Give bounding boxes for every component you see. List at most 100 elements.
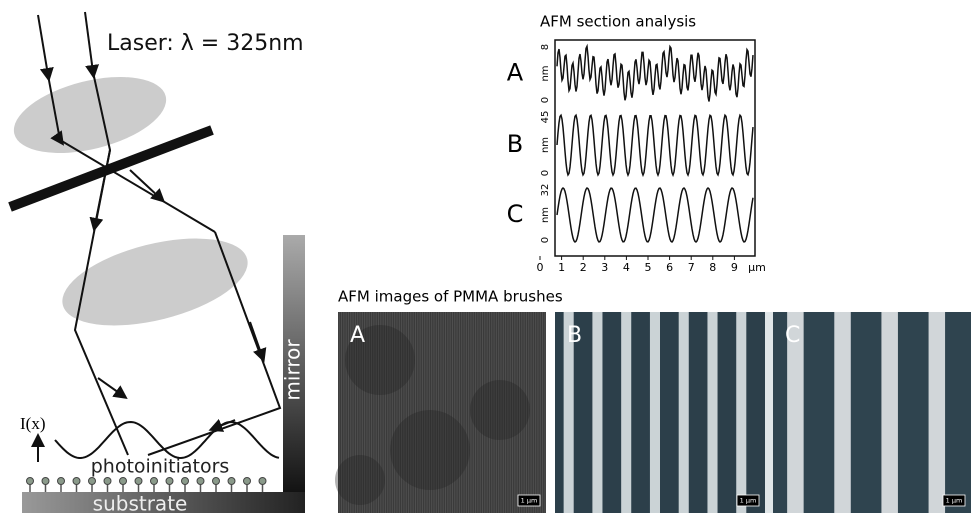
mirror — [283, 235, 305, 495]
stripe — [357, 312, 359, 513]
stripe — [507, 312, 509, 513]
intensity-wave — [54, 420, 280, 460]
stripe — [512, 312, 514, 513]
texture — [390, 410, 470, 490]
stripe — [500, 312, 502, 513]
stripe — [495, 312, 497, 513]
stripe — [359, 312, 361, 513]
stripe — [380, 312, 382, 513]
ray — [147, 231, 282, 456]
stripe — [394, 312, 396, 513]
x-unit: μm — [748, 261, 766, 274]
stripe — [537, 312, 539, 513]
stripe — [391, 312, 393, 513]
y-max-label: 32 — [540, 184, 551, 197]
stripe — [486, 312, 488, 513]
ray — [129, 169, 166, 203]
laser-label: Laser: λ = 325nm — [107, 31, 304, 56]
stripe — [456, 312, 458, 513]
scale-bar-box — [942, 494, 966, 507]
scale-bar-label: 1 μm — [740, 497, 757, 505]
stripe — [454, 312, 456, 513]
initiator — [150, 477, 158, 485]
ray — [37, 14, 54, 82]
x-tick-label: 0 — [537, 261, 544, 274]
stripe — [502, 312, 504, 513]
stripe — [465, 312, 467, 513]
afm-image — [338, 312, 546, 513]
y-unit-label: nm — [540, 207, 551, 223]
profile-line — [556, 113, 754, 178]
stripe — [417, 312, 419, 513]
images-title: AFM images of PMMA brushes — [338, 288, 563, 306]
stripe — [414, 312, 416, 513]
stripe — [477, 312, 479, 513]
stripe — [440, 312, 442, 513]
stripe — [431, 312, 433, 513]
plot-frame — [554, 39, 756, 257]
profile-label: B — [507, 130, 523, 158]
stripe — [345, 312, 347, 513]
stripe — [368, 312, 370, 513]
beam-splitter — [8, 125, 214, 212]
initiator — [196, 477, 205, 485]
stripe — [426, 312, 428, 513]
stripe — [364, 312, 366, 513]
stripe — [447, 312, 449, 513]
initiator — [165, 477, 174, 485]
initiator — [103, 477, 112, 485]
stripe — [736, 312, 747, 513]
intensity-label: I(x) — [20, 414, 45, 433]
stripe — [493, 312, 495, 513]
ray — [73, 71, 129, 456]
stripe — [449, 312, 451, 513]
x-tick-label: 7 — [688, 261, 695, 274]
stripe — [352, 312, 354, 513]
stripe — [528, 312, 530, 513]
y-unit-label: nm — [540, 137, 551, 153]
stripe — [525, 312, 527, 513]
stripe — [341, 312, 343, 513]
stripe — [514, 312, 516, 513]
stripe — [458, 312, 460, 513]
stripe — [347, 312, 349, 513]
stripe — [563, 312, 574, 513]
x-tick-label: 2 — [580, 261, 587, 274]
initiator — [119, 477, 127, 485]
stripe — [475, 312, 477, 513]
texture — [335, 455, 385, 505]
profile-label: C — [507, 200, 524, 228]
initiator — [227, 477, 236, 485]
stripe — [649, 312, 660, 513]
texture — [470, 380, 530, 440]
y-min-label: 0 — [540, 237, 551, 243]
x-tick-label: 5 — [645, 261, 652, 274]
lens — [62, 238, 248, 326]
stripe — [542, 312, 544, 513]
stripe — [361, 312, 363, 513]
initiator — [88, 477, 96, 485]
stripe — [463, 312, 465, 513]
x-tick-label: 6 — [666, 261, 673, 274]
mirror-label: mirror — [281, 339, 305, 401]
panel-label: A — [350, 323, 365, 348]
stripe — [472, 312, 474, 513]
stripe — [516, 312, 518, 513]
substrate — [22, 492, 305, 513]
stripe — [350, 312, 352, 513]
stripe — [401, 312, 403, 513]
stripe — [484, 312, 486, 513]
stripe — [396, 312, 398, 513]
stripe — [438, 312, 440, 513]
stripe — [398, 312, 400, 513]
stripe — [539, 312, 541, 513]
stripe — [403, 312, 405, 513]
stripe — [387, 312, 389, 513]
stripe — [442, 312, 444, 513]
stripe — [338, 312, 340, 513]
stripe — [419, 312, 421, 513]
afm-images: AFM images of PMMA brushes A 1 μm B 1 μm C 1 … — [335, 288, 971, 513]
section-title: AFM section analysis — [540, 13, 696, 31]
stripe — [532, 312, 534, 513]
